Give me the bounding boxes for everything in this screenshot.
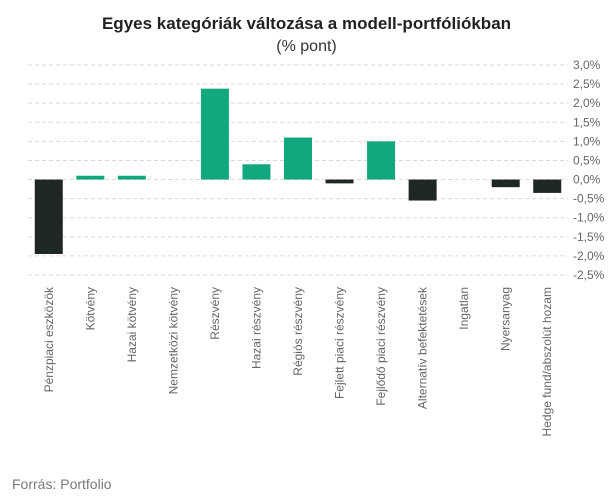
bar: [117, 175, 146, 180]
category-label: Nyersanyag: [499, 287, 513, 351]
category-label: Pénzpiaci eszközök: [42, 286, 56, 392]
bar: [533, 179, 562, 193]
bar: [200, 88, 229, 180]
category-label: Hedge fund/abszolút hozam: [540, 287, 554, 436]
chart-subtitle: (% pont): [276, 38, 337, 55]
y-tick-label: 0,0%: [573, 173, 601, 187]
bar: [367, 141, 396, 180]
source-note: Forrás: Portfolio: [12, 476, 112, 492]
bar: [76, 175, 105, 180]
y-tick-label: -2,0%: [573, 249, 605, 263]
bar: [491, 179, 520, 188]
category-label: Régiós részvény: [291, 287, 305, 376]
bar: [242, 164, 271, 180]
category-label: Fejlődő piaci részvény: [374, 287, 388, 406]
y-tick-label: -0,5%: [573, 192, 605, 206]
y-tick-label: 2,0%: [573, 96, 601, 110]
bars: [34, 88, 562, 254]
category-label: Hazai kötvény: [125, 287, 139, 362]
y-tick-label: 2,5%: [573, 77, 601, 91]
bar: [284, 137, 312, 180]
category-label: Részvény: [208, 287, 222, 340]
y-axis-ticks: 3,0% 2,5% 2,0% 1,5% 1,0% 0,5% 0,0% -0,5% -1,0% -1…: [573, 58, 605, 282]
x-axis-labels: Pénzpiaci eszközök Kötvény Hazai kötvény Ne…: [42, 286, 554, 436]
bar: [325, 179, 354, 184]
category-label: Hazai részvény: [249, 287, 263, 369]
category-label: Kötvény: [83, 287, 97, 330]
category-label: Ingatlan: [457, 287, 471, 330]
bar: [34, 179, 63, 254]
y-tick-label: -2,5%: [573, 268, 605, 282]
bar: [408, 179, 437, 201]
y-tick-label: 1,0%: [573, 134, 601, 148]
chart-title: Egyes kategóriák változása a modell-port…: [101, 14, 512, 33]
y-tick-label: -1,0%: [573, 211, 605, 225]
bar-chart: 3,0% 2,5% 2,0% 1,5% 1,0% 0,5% 0,0% -0,5% -1,0% -1…: [28, 58, 605, 436]
y-tick-label: 1,5%: [573, 115, 601, 129]
y-tick-label: -1,5%: [573, 230, 605, 244]
y-tick-label: 3,0%: [573, 58, 601, 72]
category-label: Nemzetközi kötvény: [166, 287, 180, 394]
category-label: Fejlett piaci részvény: [333, 287, 347, 399]
y-tick-label: 0,5%: [573, 153, 601, 167]
category-label: Alternatív befektetések: [416, 286, 430, 409]
